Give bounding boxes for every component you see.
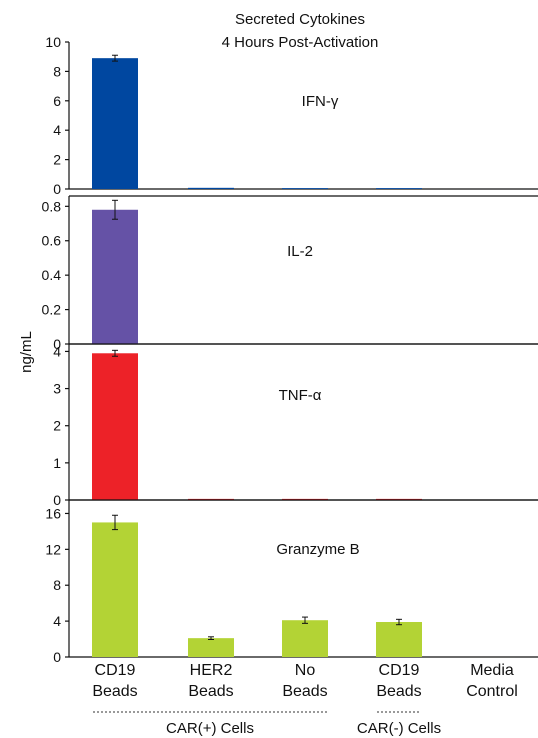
bar bbox=[188, 187, 234, 189]
group-label: CAR(-) Cells bbox=[357, 720, 441, 737]
y-tick-label: 8 bbox=[53, 577, 61, 593]
y-tick-label: 4 bbox=[53, 613, 61, 629]
bar bbox=[376, 188, 422, 189]
panel-4: 0 4 8 12 16 Granzyme B bbox=[45, 499, 538, 665]
chart-title-line-2: 4 Hours Post-Activation bbox=[222, 34, 379, 51]
x-category-label: CD19 bbox=[379, 662, 420, 679]
chart-panels: 0246810IFN-γ00.20.40.60.8IL-201234TNF-α0… bbox=[42, 34, 538, 665]
bar bbox=[188, 638, 234, 657]
y-tick-label: 2 bbox=[53, 418, 61, 434]
y-tick-label: 2 bbox=[53, 152, 61, 168]
bar bbox=[92, 209, 138, 344]
y-tick-label: 16 bbox=[45, 505, 61, 521]
y-tick-label: 0.2 bbox=[42, 302, 62, 318]
panel-label: IL-2 bbox=[287, 243, 313, 260]
x-category-label: Control bbox=[466, 683, 518, 700]
y-tick-label: 12 bbox=[45, 541, 61, 557]
panel-3: 0 1 2 3 4 TNF-α bbox=[53, 343, 538, 508]
y-tick-label: 0 bbox=[53, 336, 61, 352]
x-category-label: Media bbox=[470, 662, 514, 679]
panel-label: IFN-γ bbox=[302, 93, 339, 110]
y-tick-label: 10 bbox=[45, 34, 61, 50]
bar bbox=[282, 620, 328, 657]
x-axis-labels: CD19 Beads HER2 Beads No Beads CD19 Beads Media C… bbox=[92, 662, 517, 737]
bar bbox=[92, 353, 138, 500]
y-axis-label: ng/mL bbox=[18, 331, 35, 373]
y-tick-label: 0.8 bbox=[42, 198, 62, 214]
y-tick-label: 0.6 bbox=[42, 233, 62, 249]
y-tick-label: 8 bbox=[53, 63, 61, 79]
bar bbox=[92, 58, 138, 189]
x-category-label: HER2 bbox=[190, 662, 233, 679]
x-category-label: Beads bbox=[188, 683, 233, 700]
group-label: CAR(+) Cells bbox=[166, 720, 254, 737]
x-category-label: Beads bbox=[282, 683, 327, 700]
x-category-label: No bbox=[295, 662, 316, 679]
bar bbox=[376, 622, 422, 657]
x-category-label: Beads bbox=[376, 683, 421, 700]
panel-1: 0 2 4 6 8 10 IFN-γ bbox=[45, 34, 538, 197]
y-tick-label: 6 bbox=[53, 93, 61, 109]
y-tick-label: 0 bbox=[53, 492, 61, 508]
y-tick-label: 1 bbox=[53, 455, 61, 471]
bar bbox=[282, 188, 328, 189]
x-category-label: Beads bbox=[92, 683, 137, 700]
y-tick-label: 4 bbox=[53, 122, 61, 138]
x-category-label: CD19 bbox=[95, 662, 136, 679]
y-tick-label: 4 bbox=[53, 343, 61, 359]
y-tick-label: 0.4 bbox=[42, 267, 62, 283]
bar bbox=[92, 522, 138, 657]
panel-2: 0 0.2 0.4 0.6 0.8 IL-2 bbox=[42, 195, 538, 352]
y-tick-label: 3 bbox=[53, 381, 61, 397]
y-tick-label: 0 bbox=[53, 649, 61, 665]
panel-label: TNF-α bbox=[279, 387, 322, 404]
chart-title-line-1: Secreted Cytokines bbox=[235, 11, 365, 28]
y-tick-label: 0 bbox=[53, 181, 61, 197]
panel-label: Granzyme B bbox=[276, 541, 359, 558]
